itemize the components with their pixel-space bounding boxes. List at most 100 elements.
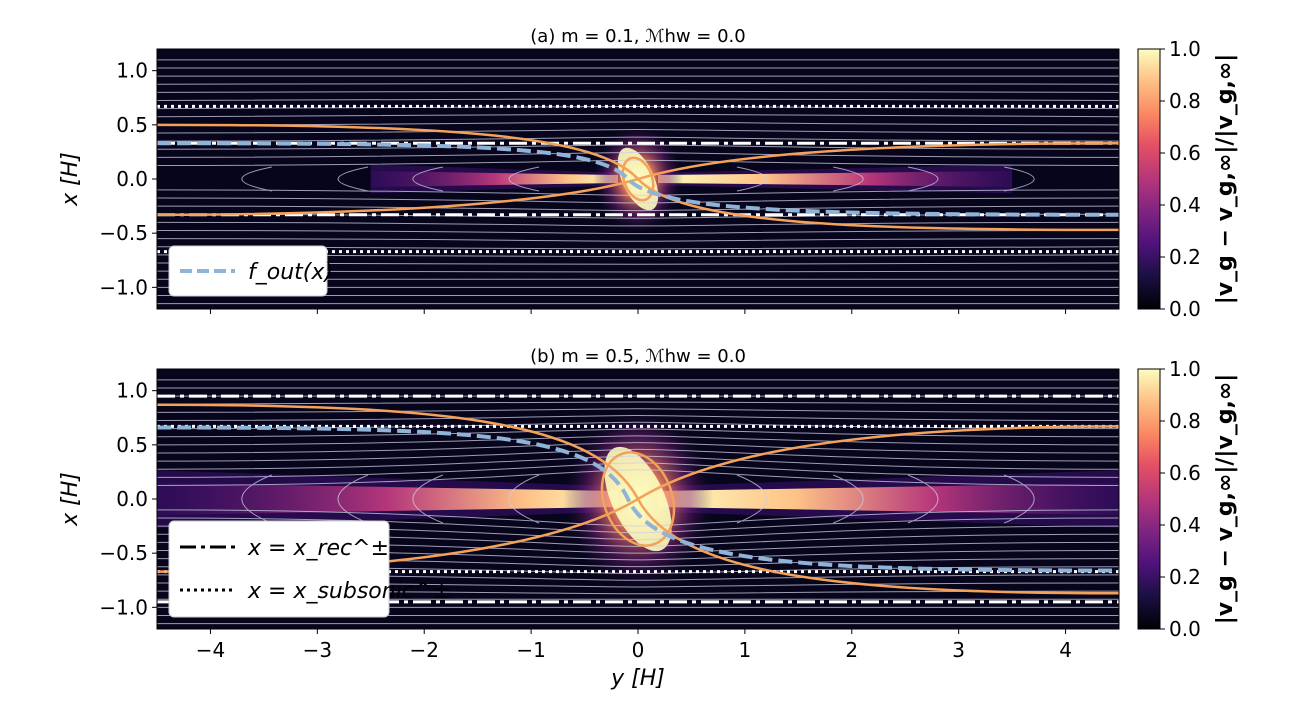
wake-jet-right <box>658 483 1119 515</box>
colorbar-gradient <box>1137 368 1161 630</box>
legend-box <box>168 520 390 618</box>
horseshoe-arc <box>833 166 864 192</box>
streamline <box>157 197 1119 204</box>
streamline <box>157 229 1119 235</box>
panel-b: 1.0 0.5 0.0 −0.5 −1.0 −4 −3 −2 −1 0 1 2 3 4 (b) m = 0.… <box>58 346 1238 691</box>
streamline <box>157 448 1119 462</box>
streamline <box>157 82 1119 85</box>
horseshoe-arc <box>337 166 369 192</box>
streamlines <box>157 59 1119 305</box>
f-out-curve <box>157 141 1119 217</box>
colorbar-tick-label: 0.0 <box>1169 297 1201 321</box>
streamline <box>157 90 1119 93</box>
streamline <box>157 435 1119 446</box>
y-tick-label: −1.0 <box>99 275 148 299</box>
y-tick-label: 0.5 <box>116 433 148 457</box>
y-tick-label: 1.0 <box>116 379 148 403</box>
bound-atmosphere <box>600 451 676 547</box>
x-tick-label: 2 <box>845 638 858 662</box>
colorbar-tick-label: 0.8 <box>1169 409 1201 433</box>
colorbar-gradient <box>1137 48 1161 310</box>
legend-box <box>168 245 328 297</box>
x-tick-label: 3 <box>952 638 965 662</box>
colorbar: 0.0 0.2 0.4 0.6 0.8 1.0 |v_g − v_g,∞|/|v_g,∞| <box>1137 357 1238 641</box>
separatrices <box>157 123 1119 232</box>
colorbar-tick-label: 1.0 <box>1169 357 1201 381</box>
legend: x = x_rec^±x = x_subsonic^± <box>168 520 451 618</box>
colorbar-tick-label: 0.8 <box>1169 89 1201 113</box>
horseshoe-arc <box>508 166 540 192</box>
colorbar-label: |v_g − v_g,∞|/|v_g,∞| <box>1213 54 1238 305</box>
streamline <box>157 189 1119 196</box>
bound-atmosphere <box>621 156 655 202</box>
horseshoe-arc <box>907 166 939 192</box>
y-tick-label: −0.5 <box>99 541 148 565</box>
x-tick-label: −1 <box>516 638 545 662</box>
separatrix-lower-left <box>157 142 1119 216</box>
colorbar-tick-label: 0.4 <box>1169 513 1201 537</box>
horseshoe-arc <box>736 166 768 192</box>
streamline <box>157 221 1119 227</box>
y-tick-label: −0.5 <box>99 221 148 245</box>
x-tick-label: 4 <box>1059 638 1072 662</box>
x-tick-label: 0 <box>632 638 645 662</box>
streamline <box>157 254 1119 258</box>
streamline <box>157 469 1119 486</box>
horseshoe-arc <box>241 474 273 524</box>
f-out-curve <box>157 425 1119 573</box>
colorbar-label: |v_g − v_g,∞|/|v_g,∞| <box>1213 374 1238 625</box>
y-tick-label: 0.0 <box>116 167 148 191</box>
streamline <box>157 421 1119 430</box>
colorbar-tick-label: 0.4 <box>1169 193 1201 217</box>
horseshoe-arc <box>907 474 939 524</box>
streamline <box>157 262 1119 265</box>
y-tick-label: −1.0 <box>99 595 148 619</box>
streamline <box>157 238 1119 242</box>
panel-title: (b) m = 0.5, ℳhw = 0.0 <box>530 346 746 367</box>
y-axis-label: x [H] <box>58 472 83 527</box>
x-tick-label: −2 <box>409 638 438 662</box>
y-axis-label: x [H] <box>58 152 83 207</box>
y-tick-label: 0.5 <box>116 113 148 137</box>
colorbar-tick-label: 0.6 <box>1169 141 1201 165</box>
legend: f_out(x) <box>168 245 333 297</box>
y-tick-label: 1.0 <box>116 59 148 83</box>
streamline <box>157 129 1119 134</box>
x-tick-label: −3 <box>303 638 332 662</box>
legend-rec-label: x = x_rec^± <box>247 536 389 561</box>
wake-jet-right <box>658 171 1013 187</box>
wake-jet-left <box>157 483 618 515</box>
streamline <box>157 462 1119 478</box>
x-tick-label: −4 <box>196 638 225 662</box>
horseshoe-arc <box>736 474 768 524</box>
streamline <box>157 121 1119 126</box>
wake-jet-left <box>370 171 618 187</box>
colorbar-tick-label: 0.6 <box>1169 461 1201 485</box>
streamline <box>157 509 1119 527</box>
streamline <box>157 98 1119 101</box>
streamline <box>157 205 1119 212</box>
streamline <box>157 105 1119 110</box>
horseshoe-arc <box>241 166 272 192</box>
y-tick-label: 0.0 <box>116 487 148 511</box>
x-tick-label: 1 <box>739 638 752 662</box>
legend-f-out-label: f_out(x) <box>248 260 333 285</box>
colorbar: 0.0 0.2 0.4 0.6 0.8 1.0 |v_g − v_g,∞|/|v_g,∞| <box>1137 37 1238 321</box>
panel-title: (a) m = 0.1, ℳhw = 0.0 <box>530 26 745 47</box>
streamline <box>157 152 1119 158</box>
panel-a: 1.0 0.5 0.0 −0.5 −1.0 (a) m = 0.1, ℳhw = 0.0 x… <box>58 26 1238 321</box>
colorbar-tick-label: 0.2 <box>1169 245 1201 269</box>
streamline <box>157 136 1119 142</box>
horseshoe-arc <box>337 474 369 524</box>
colorbar-tick-label: 1.0 <box>1169 37 1201 61</box>
streamline <box>157 270 1119 273</box>
horseshoe-arc <box>1003 474 1035 524</box>
horseshoe-arc <box>412 166 443 192</box>
colorbar-tick-label: 0.0 <box>1169 617 1201 641</box>
legend-subsonic-label: x = x_subsonic^± <box>247 579 451 604</box>
horseshoe-arc <box>1004 166 1035 192</box>
streamline <box>157 415 1119 421</box>
horseshoe-arc <box>412 474 444 524</box>
